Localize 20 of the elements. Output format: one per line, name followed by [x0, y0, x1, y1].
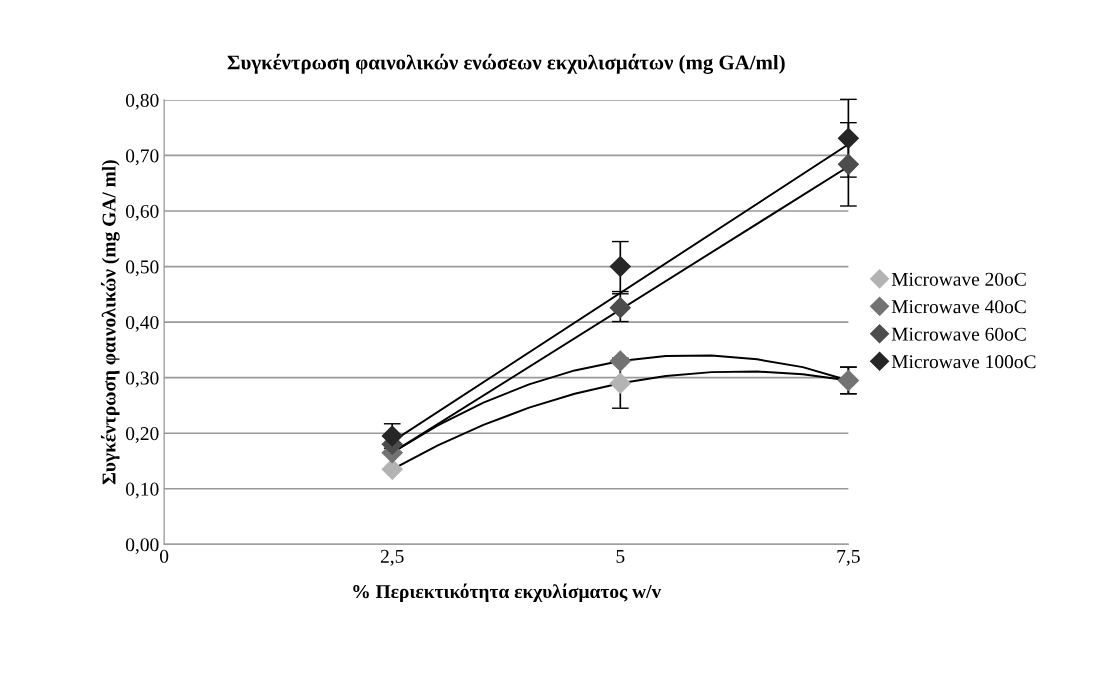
y-tick-label: 0,10	[125, 482, 159, 499]
y-tick-label: 0,80	[125, 93, 159, 110]
y-axis-title: Συγκέντρωση φαινολικών (mg GA/ ml)	[100, 160, 120, 485]
legend-label: Microwave 100oC	[891, 355, 1036, 369]
y-tick-label: 0,30	[125, 371, 159, 388]
y-tick-label: 0,50	[125, 260, 159, 277]
x-tick-label: 0	[160, 549, 169, 563]
x-tick-label: 7,5	[837, 549, 860, 566]
y-tick-label: 0,40	[125, 315, 159, 332]
y-tick-label: 0,70	[125, 149, 159, 166]
y-tick-label: 0,20	[125, 427, 159, 443]
chart-title: Συγκέντρωση φαινολικών ενώσεων εκχυλισμάτων (mg GA/ml)	[227, 53, 785, 74]
legend-label: Microwave 60oC	[891, 327, 1026, 341]
x-tick-label: 5	[616, 549, 625, 563]
y-tick-label: 0,00	[125, 538, 159, 555]
y-tick-label: 0,60	[125, 204, 159, 221]
x-axis-title: % Περιεκτικότητα εκχυλίσματος w/v	[353, 583, 662, 603]
legend-label: Microwave 40oC	[891, 300, 1026, 314]
legend-label: Microwave 20oC	[891, 272, 1026, 286]
x-tick-label: 2,5	[380, 549, 404, 566]
